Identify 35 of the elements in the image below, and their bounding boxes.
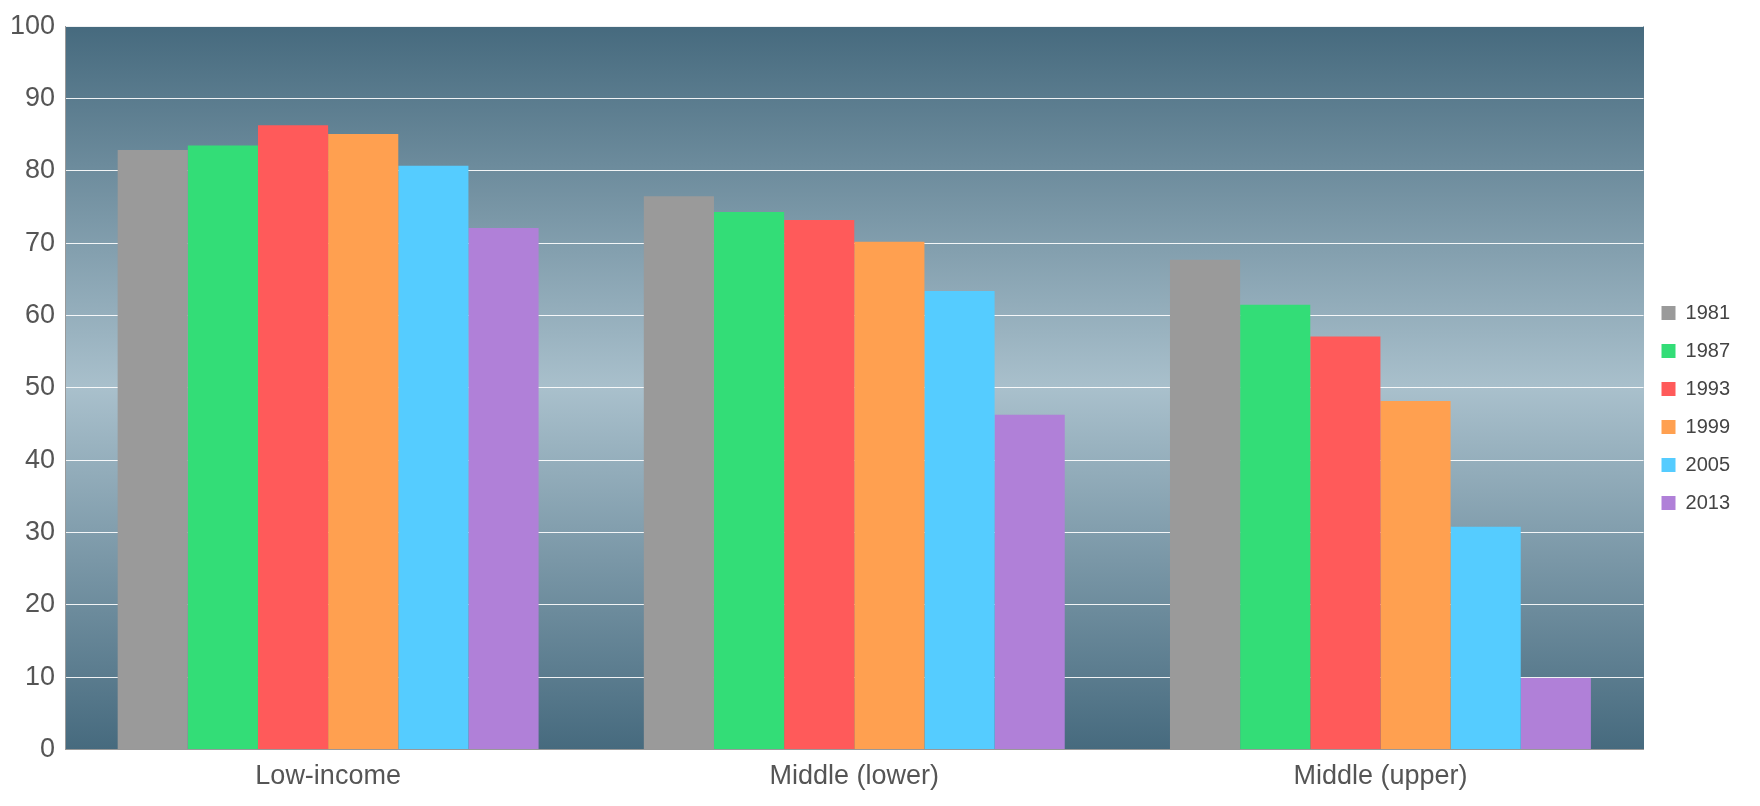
bar [468,228,539,750]
bar [1310,336,1381,750]
x-tick-label: Middle (upper) [1293,760,1468,791]
legend-label: 2005 [1685,452,1731,475]
y-tick-label: 100 [9,9,56,40]
y-tick-label: 90 [25,81,56,112]
legend-label: 1981 [1685,300,1731,323]
bar [994,414,1065,750]
bar [1520,677,1591,750]
bar [398,165,469,750]
bar [924,290,995,750]
y-tick-label: 30 [25,516,56,547]
bar [854,241,925,750]
bar [257,125,329,750]
x-tick-label: Middle (lower) [769,760,940,791]
y-tick-label: 10 [25,660,56,691]
legend-label: 1999 [1685,414,1731,437]
bar [1380,400,1451,750]
y-tick-label: 80 [25,154,56,185]
legend-label: 2013 [1685,490,1731,513]
bar [1240,304,1311,750]
y-tick-label: 20 [25,588,56,619]
y-tick-label: 50 [25,371,56,402]
bar [784,220,855,750]
y-tick-label: 60 [25,299,56,330]
y-tick-label: 70 [25,226,56,257]
legend-label: 1993 [1685,376,1731,399]
y-tick-label: 40 [25,443,56,474]
bar [328,133,399,750]
bar [713,212,785,750]
bar [187,145,258,750]
bar [1450,526,1521,750]
y-tick-label: 0 [40,733,56,764]
legend-label: 1987 [1685,338,1731,361]
x-tick-label: Low-income [255,760,401,791]
